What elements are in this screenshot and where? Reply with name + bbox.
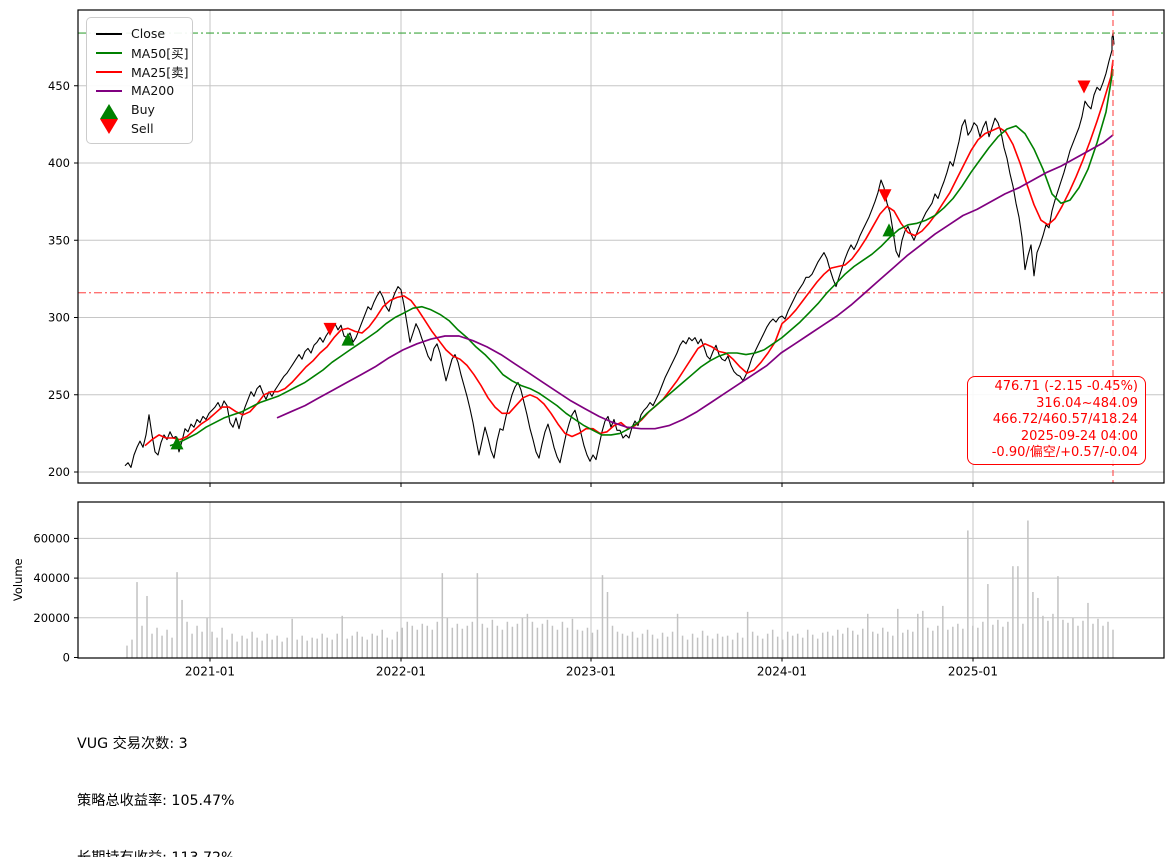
- volume-y-tick-label: 60000: [33, 531, 70, 545]
- strategy-summary: VUG 交易次数: 3 策略总收益率: 105.47% 长期持有收益: 113.…: [77, 697, 541, 857]
- legend-label-sell: Sell: [131, 121, 154, 136]
- summary-buyhold-return: 长期持有收益: 113.72%: [77, 849, 541, 857]
- legend-item-buy: Buy: [96, 101, 184, 119]
- legend-item-sell: Sell: [96, 119, 184, 137]
- buy-marker: [882, 223, 896, 237]
- legend-item-ma200: MA200: [96, 82, 184, 99]
- sell-marker: [878, 189, 892, 203]
- ma200-line: [276, 134, 1114, 430]
- legend-label-buy: Buy: [131, 102, 155, 117]
- ma200-line-swatch: [96, 89, 122, 92]
- buy-marker-swatch: [96, 104, 122, 119]
- close-line: [124, 32, 1115, 468]
- buy-triangle-icon: [100, 104, 118, 119]
- x-tick-label: 2025-01: [948, 665, 998, 679]
- legend-item-ma50: MA50[买]: [96, 44, 189, 61]
- volume-y-tick-label: 40000: [33, 571, 70, 585]
- legend-label-ma25: MA25[卖]: [131, 65, 189, 80]
- summary-strategy-return: 策略总收益率: 105.47%: [77, 793, 235, 809]
- ma50-line-swatch: [96, 51, 122, 54]
- volume-y-tick-label: 20000: [33, 611, 70, 625]
- info-price-range: 316.04~484.09: [1036, 395, 1138, 411]
- legend-item-ma25: MA25[卖]: [96, 63, 189, 80]
- sell-marker: [323, 322, 337, 336]
- y-tick-label: 300: [48, 311, 70, 325]
- sell-triangle-icon: [100, 119, 118, 134]
- legend-label-ma200: MA200: [131, 83, 175, 98]
- y-tick-label: 200: [48, 465, 70, 479]
- legend-label-close: Close: [131, 26, 166, 41]
- x-tick-label: 2023-01: [566, 665, 616, 679]
- summary-trade-count: VUG 交易次数: 3: [77, 736, 188, 752]
- price-axes-border: [77, 9, 1165, 484]
- volume-axis-label: Volume: [11, 558, 25, 601]
- ma25-line-swatch: [96, 70, 122, 73]
- last-bar-info-box: 476.71 (-2.15 -0.45%) 316.04~484.09 466.…: [967, 376, 1146, 465]
- volume-y-tick-label: 0: [63, 651, 70, 665]
- info-ma-values: 466.72/460.57/418.24: [992, 412, 1138, 428]
- info-datetime: 2025-09-24 04:00: [1020, 428, 1138, 444]
- y-tick-label: 400: [48, 156, 70, 170]
- legend-item-close: Close: [96, 25, 184, 42]
- info-bias: -0.90/偏空/+0.57/-0.04: [991, 445, 1138, 461]
- y-tick-label: 250: [48, 388, 70, 402]
- sell-marker-swatch: [96, 119, 122, 134]
- x-tick-label: 2021-01: [185, 665, 235, 679]
- ma50-line: [169, 69, 1114, 447]
- chart-legend: Close MA50[买] MA25[卖] MA200 Buy Sell: [86, 17, 193, 144]
- y-tick-label: 450: [48, 79, 70, 93]
- sell-marker: [1077, 80, 1091, 94]
- buy-marker: [341, 332, 355, 346]
- buy-marker: [170, 436, 184, 450]
- x-tick-label: 2022-01: [376, 665, 426, 679]
- legend-label-ma50: MA50[买]: [131, 46, 189, 61]
- volume-axes-border: [77, 501, 1165, 659]
- info-last-price: 476.71 (-2.15 -0.45%): [994, 379, 1138, 395]
- y-tick-label: 350: [48, 233, 70, 247]
- close-line-swatch: [96, 32, 122, 35]
- x-tick-label: 2024-01: [757, 665, 807, 679]
